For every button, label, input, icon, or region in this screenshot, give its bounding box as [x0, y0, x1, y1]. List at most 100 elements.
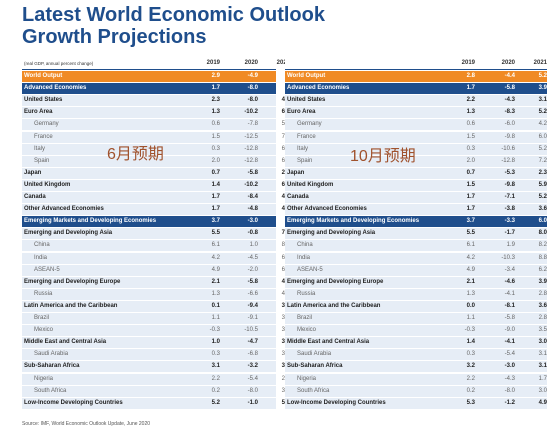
- cell-value: 1.9: [506, 242, 515, 249]
- cell-value: -3.4: [504, 266, 515, 273]
- cell-value: 4.2: [211, 254, 220, 261]
- cell-value: -4.3: [504, 97, 515, 104]
- table-row: Italy 0.3 -10.6 5.2: [285, 143, 547, 156]
- cell-value: 0.0: [466, 302, 475, 309]
- table-row: Emerging and Developing Europe 2.1 -4.6 3.9: [285, 276, 547, 289]
- cell-value: -9.8: [504, 181, 515, 188]
- cell-value: 3.1: [211, 363, 220, 370]
- cell-value: 1.5: [466, 133, 475, 140]
- cell-value: -9.8: [504, 133, 515, 140]
- cell-value: 1.7: [466, 85, 475, 92]
- cell-value: -5.4: [504, 351, 515, 358]
- row-label: Latin America and the Caribbean: [24, 302, 118, 309]
- cell-value: 5.2: [538, 194, 547, 200]
- cell-value: 5.2: [211, 399, 220, 406]
- table-row: Germany 0.6 -6.0 4.2: [285, 119, 547, 132]
- cell-value: 5.5: [211, 230, 220, 237]
- cell-value: -12.5: [244, 133, 258, 140]
- cell-value: -1.2: [504, 399, 515, 406]
- cell-value: -4.5: [247, 254, 258, 261]
- cell-value: -7.8: [247, 121, 258, 128]
- cell-value: 2.2: [466, 375, 475, 382]
- cell-value: 2.1: [466, 278, 475, 285]
- table-row: Low-Income Developing Countries 5.3 -1.2 4.…: [285, 397, 547, 410]
- cell-value: -5.8: [504, 315, 515, 321]
- cell-value: 4.9: [466, 266, 475, 273]
- row-label: Nigeria: [297, 375, 317, 382]
- cell-value: -3.0: [247, 218, 258, 225]
- row-label: Canada: [24, 194, 46, 200]
- table-row: Russia 1.3 -4.1 2.8: [285, 288, 547, 301]
- table-row: Sub-Saharan Africa 3.2 -3.0 3.1: [285, 361, 547, 374]
- cell-value: -8.3: [504, 109, 515, 116]
- cell-value: 8.2: [538, 242, 547, 249]
- cell-value: -8.0: [247, 387, 258, 394]
- cell-value: 2.0: [211, 157, 220, 164]
- row-label: France: [297, 133, 316, 140]
- cell-value: 2.8: [466, 73, 475, 79]
- table-row: Mexico -0.3 -9.0 3.5: [285, 325, 547, 338]
- table-row: Emerging Markets and Developing Economie…: [285, 216, 547, 229]
- cell-value: -12.8: [244, 145, 258, 152]
- cell-value: 0.7: [466, 169, 475, 176]
- cell-value: 1.5: [211, 133, 220, 140]
- table-row: Brazil 1.1 -5.8 2.8: [285, 313, 547, 325]
- cell-value: -3.8: [504, 206, 515, 213]
- cell-value: 2.2: [466, 97, 475, 104]
- row-label: Brazil: [34, 315, 50, 321]
- header-row: (real GDP, annual percent change) 2019 202…: [22, 58, 290, 70]
- cell-value: -10.6: [501, 145, 515, 152]
- row-label: Euro Area: [287, 109, 316, 116]
- year-header: 2019: [461, 60, 475, 66]
- row-label: Germany: [297, 121, 322, 128]
- row-label: Spain: [34, 157, 50, 164]
- row-label: United States: [287, 97, 326, 104]
- table-row: Japan 0.7 -5.3 2.3: [285, 167, 547, 180]
- row-label: Italy: [297, 145, 309, 152]
- cell-value: -0.8: [247, 230, 258, 237]
- cell-value: 2.9: [211, 73, 220, 79]
- cell-value: -8.0: [247, 97, 258, 104]
- cell-value: 1.7: [466, 194, 475, 200]
- cell-value: -4.7: [247, 339, 258, 346]
- cell-value: -4.8: [247, 206, 258, 213]
- row-label: United States: [24, 97, 63, 104]
- row-label: Saudi Arabia: [34, 351, 69, 358]
- table-row: Euro Area 1.3 -8.3 5.2: [285, 107, 547, 120]
- cell-value: 5.9: [538, 181, 547, 188]
- row-label: India: [34, 254, 48, 261]
- cell-value: 3.7: [466, 218, 475, 225]
- cell-value: -9.1: [247, 315, 258, 321]
- cell-value: -3.2: [247, 363, 258, 370]
- table-row: Mexico-0.3-10.53.3: [22, 325, 290, 338]
- cell-value: -4.1: [504, 290, 515, 297]
- cell-value: 1.3: [466, 109, 475, 116]
- table-row: Spain 2.0 -12.8 7.2: [285, 155, 547, 168]
- cell-value: 3.7: [211, 218, 220, 225]
- table-row: Middle East and Central Asia 1.4 -4.1 3.0: [285, 337, 547, 350]
- cell-value: 3.1: [538, 351, 547, 358]
- cell-value: 0.3: [466, 351, 475, 358]
- cell-value: 5.2: [538, 73, 547, 79]
- table-row: ASEAN-54.9-2.06.2: [22, 264, 290, 277]
- cell-value: -10.5: [244, 327, 258, 334]
- cell-value: -3.3: [504, 218, 515, 225]
- row-label: Japan: [24, 169, 42, 176]
- cell-value: -5.8: [247, 169, 258, 176]
- row-label: Low-Income Developing Countries: [287, 399, 386, 406]
- table-row: World Output 2.8 -4.4 5.2: [285, 71, 547, 83]
- row-label: Middle East and Central Asia: [24, 339, 107, 346]
- row-label: Low-Income Developing Countries: [24, 399, 123, 406]
- cell-value: -1.7: [504, 230, 515, 237]
